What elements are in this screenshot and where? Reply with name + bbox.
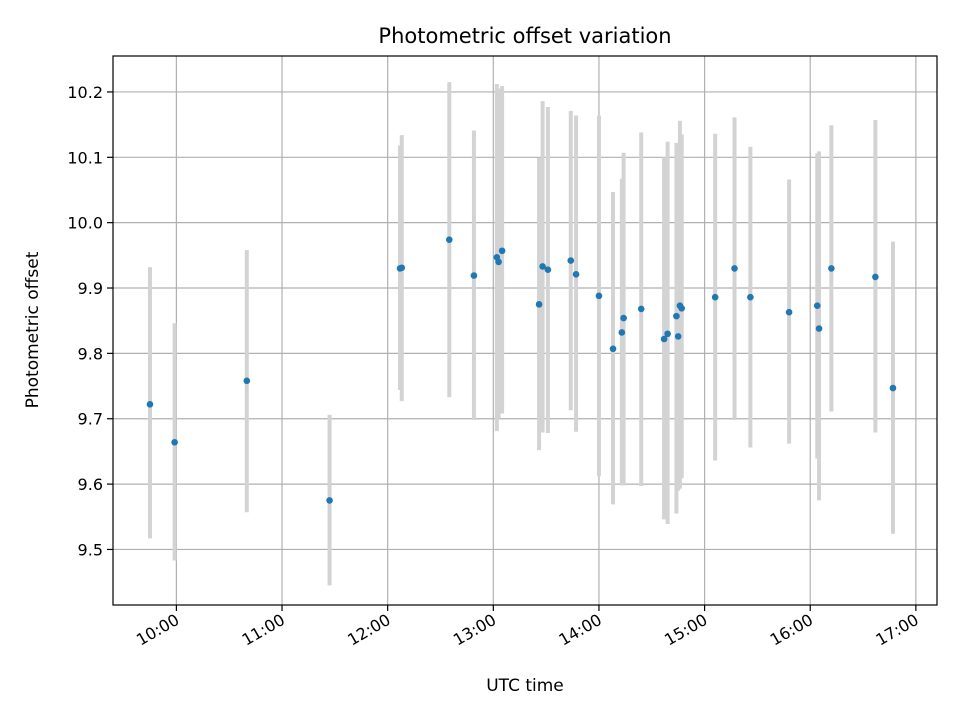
data-point [747, 293, 754, 301]
data-point [785, 308, 793, 316]
y-axis-ticks: 9.5 9.6 9.7 9.8 9.9 10.0 10.1 10.2 [67, 83, 113, 559]
data-point [326, 497, 333, 504]
x-axis-label: UTC time [486, 676, 564, 696]
y-tick-label: 9.6 [78, 475, 103, 494]
data-point [535, 301, 543, 308]
y-tick-label: 9.7 [78, 410, 103, 429]
data-point [637, 305, 645, 313]
data-point [572, 270, 580, 278]
plot-frame [112, 55, 938, 606]
grid-lines [113, 56, 937, 605]
data-point [620, 314, 627, 322]
data-point [731, 265, 738, 272]
x-tick-label: 12:00 [344, 610, 393, 650]
x-tick-label: 13:00 [450, 610, 499, 650]
data-point [828, 265, 835, 272]
x-tick-label: 17:00 [872, 610, 921, 650]
data-point [673, 312, 680, 320]
data-point [171, 438, 178, 446]
data-point [398, 264, 406, 272]
data-point [539, 263, 546, 270]
data-point [664, 330, 671, 338]
data-point [813, 302, 821, 309]
y-tick-label: 9.8 [78, 344, 103, 363]
data-point [595, 292, 603, 300]
data-point [678, 304, 686, 312]
data-point [711, 293, 719, 301]
y-tick-label: 10.0 [67, 214, 103, 233]
x-axis-ticks: 10:00 11:00 12:00 13:00 14:00 15:00 16:00 17:00 [133, 605, 922, 650]
data-point [609, 345, 617, 353]
data-point [470, 272, 478, 279]
data-point [872, 273, 879, 281]
data-point [544, 266, 552, 274]
data-point [889, 384, 897, 392]
y-tick-label: 10.2 [67, 83, 103, 102]
data-point [243, 377, 251, 385]
y-tick-label: 10.1 [67, 148, 103, 167]
y-axis-label: Photometric offset [23, 251, 43, 408]
data-point [495, 258, 502, 266]
x-tick-label: 15:00 [661, 610, 710, 650]
x-tick-label: 14:00 [556, 610, 605, 650]
y-tick-label: 9.5 [78, 540, 103, 559]
x-tick-label: 11:00 [239, 610, 288, 650]
x-tick-label: 16:00 [767, 610, 816, 650]
y-tick-label: 9.9 [78, 279, 103, 298]
data-point [815, 325, 823, 332]
data-points [146, 236, 897, 504]
data-point [146, 401, 154, 408]
x-tick-label: 10:00 [133, 610, 182, 650]
data-point [498, 247, 506, 255]
data-point [660, 335, 668, 343]
data-point [445, 236, 453, 243]
data-point [567, 257, 575, 264]
data-point [674, 333, 682, 340]
chart-title: Photometric offset variation [378, 24, 671, 48]
data-point [618, 329, 626, 336]
